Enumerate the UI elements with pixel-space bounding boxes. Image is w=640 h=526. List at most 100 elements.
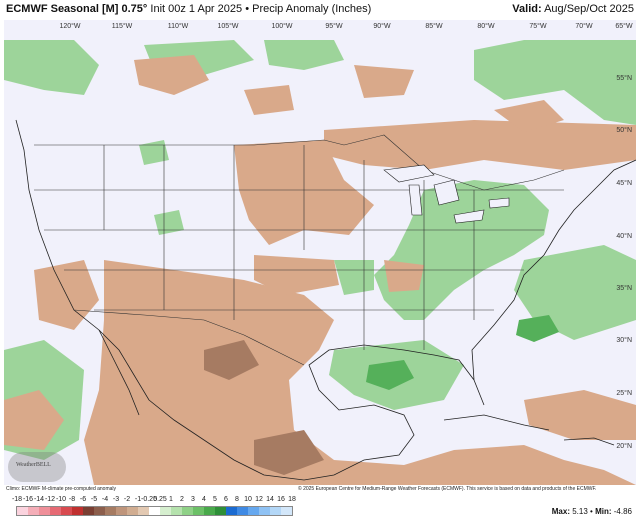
colorbar-swatch — [248, 507, 259, 515]
colorbar-label: 3 — [191, 496, 195, 503]
dry-anomaly-areas — [4, 55, 636, 485]
colorbar-label: -10 — [55, 496, 67, 503]
longitude-label: 75°W — [529, 22, 547, 30]
min-value: -4.86 — [613, 507, 632, 516]
longitude-label: 120°W — [59, 22, 80, 30]
colorbar-label: -4 — [101, 496, 109, 503]
colorbar-label: 0.25 — [153, 496, 167, 503]
colorbar-swatch — [182, 507, 193, 515]
colorbar-swatch — [215, 507, 226, 515]
colorbar-label: -3 — [112, 496, 120, 503]
max-label: Max: — [551, 507, 570, 516]
colorbar-labels: -18 -16 -14 -12 -10 -8 -6 -5 -4 -3 -2 -1 -0.25 0.25 1 2… — [12, 496, 466, 506]
latitude-label: 20°N — [616, 442, 632, 450]
colorbar-swatch — [281, 507, 292, 515]
colorbar-label: -0.25 — [141, 496, 157, 503]
colorbar-label: -5 — [90, 496, 98, 503]
wet-area-idaho — [139, 140, 169, 165]
longitude-label: 65°W — [615, 22, 633, 30]
longitude-label: 105°W — [217, 22, 238, 30]
dry-area-quebec — [494, 100, 564, 132]
valid-value: Aug/Sep/Oct 2025 — [544, 3, 634, 15]
colorbar-swatch — [237, 507, 248, 515]
longitude-label: 115°W — [112, 22, 133, 30]
dry-area-saskatchewan — [244, 85, 294, 115]
wet-area-eastern-canada — [474, 40, 636, 125]
coastlines — [15, 119, 636, 481]
dry-area-southern-plains — [254, 255, 339, 295]
colorbar-label: 16 — [277, 496, 285, 503]
dry-area-canada-border — [324, 120, 636, 170]
colorbar-swatch — [138, 507, 149, 515]
wet-area-utah — [154, 210, 184, 235]
dry-area-caribbean — [524, 390, 636, 440]
max-value: 5.13 — [572, 507, 588, 516]
colorbar-swatch — [94, 507, 105, 515]
state-meridian-lines — [103, 145, 475, 350]
cuba-coastline — [443, 414, 550, 431]
colorbar-swatch — [171, 507, 182, 515]
colorbar-label: -6 — [79, 496, 87, 503]
wet-area-pacific-nw — [4, 40, 99, 95]
valid-label: Valid: — [512, 3, 542, 15]
strong-wet-anomaly-areas — [366, 315, 559, 390]
title-separator: • — [245, 3, 250, 15]
init-time: Init 00z 1 Apr 2025 — [150, 3, 243, 15]
dry-area-tennessee — [384, 260, 424, 292]
colorbar-swatch — [28, 507, 39, 515]
state-borders — [34, 134, 565, 366]
max-min-readout: Max: 5.13 • Min: -4.86 — [552, 507, 632, 516]
state-parallel-lines — [34, 189, 564, 311]
us-mexico-border — [73, 309, 305, 366]
latitude-labels: 55°N 50°N 45°N 40°N 35°N 30°N 25°N 20°N — [616, 74, 632, 450]
longitude-label: 80°W — [477, 22, 495, 30]
lake-huron — [433, 179, 460, 206]
colorbar-label: 18 — [288, 496, 296, 503]
longitude-label: 110°W — [168, 22, 189, 30]
colorbar-label: -18 — [11, 496, 23, 503]
ecmwf-credit: © 2025 European Centre for Medium-Range … — [298, 486, 597, 492]
climo-credit: Climo: ECMWF M-climate pre-computed anom… — [6, 486, 117, 492]
latitude-label: 25°N — [616, 389, 632, 397]
colorbar-swatch — [116, 507, 127, 515]
colorbar-swatch — [50, 507, 61, 515]
colorbar-label: 5 — [213, 496, 217, 503]
colorbar-swatch — [105, 507, 116, 515]
model-name: ECMWF Seasonal [M] 0.75° — [6, 3, 148, 15]
colorbar-label: 2 — [180, 496, 184, 503]
colorbar-swatch — [270, 507, 281, 515]
colorbar-label: 12 — [255, 496, 263, 503]
baja-coastline — [98, 329, 140, 416]
product-name: Precip Anomaly (Inches) — [252, 3, 372, 15]
colorbar-swatch — [149, 507, 160, 515]
longitude-label: 85°W — [425, 22, 443, 30]
colorbar-label: 4 — [202, 496, 206, 503]
latitude-label: 40°N — [616, 232, 632, 240]
dry-area-manitoba — [354, 65, 414, 98]
logo-text: WeatherBELL — [16, 462, 51, 468]
strong-wet-gulf — [366, 360, 414, 390]
colorbar-label: 14 — [266, 496, 274, 503]
maxmin-separator: • — [590, 507, 593, 516]
colorbar-label: -14 — [33, 496, 45, 503]
map-title: ECMWF Seasonal [M] 0.75° Init 00z 1 Apr … — [6, 3, 371, 15]
strong-wet-atlantic — [516, 315, 559, 342]
dry-area-bc — [134, 55, 209, 95]
latitude-label: 35°N — [616, 284, 632, 292]
colorbar-label: -16 — [22, 496, 34, 503]
weatherbell-logo: WeatherBELL — [8, 452, 66, 482]
header-bar: ECMWF Seasonal [M] 0.75° Init 00z 1 Apr … — [0, 0, 640, 20]
strong-dry-southern-mexico — [254, 430, 324, 475]
precip-colorbar — [16, 506, 293, 516]
strong-dry-anomaly-areas — [204, 340, 324, 475]
north-america-coastline — [15, 119, 636, 481]
colorbar-swatch — [39, 507, 50, 515]
colorbar-label: 6 — [224, 496, 228, 503]
lake-ontario — [488, 197, 510, 209]
lake-erie — [453, 209, 485, 224]
hispaniola-coastline — [563, 437, 615, 446]
colorbar-swatch — [204, 507, 215, 515]
latitude-label: 45°N — [616, 179, 632, 187]
colorbar-swatch — [160, 507, 171, 515]
colorbar-label: 10 — [244, 496, 252, 503]
